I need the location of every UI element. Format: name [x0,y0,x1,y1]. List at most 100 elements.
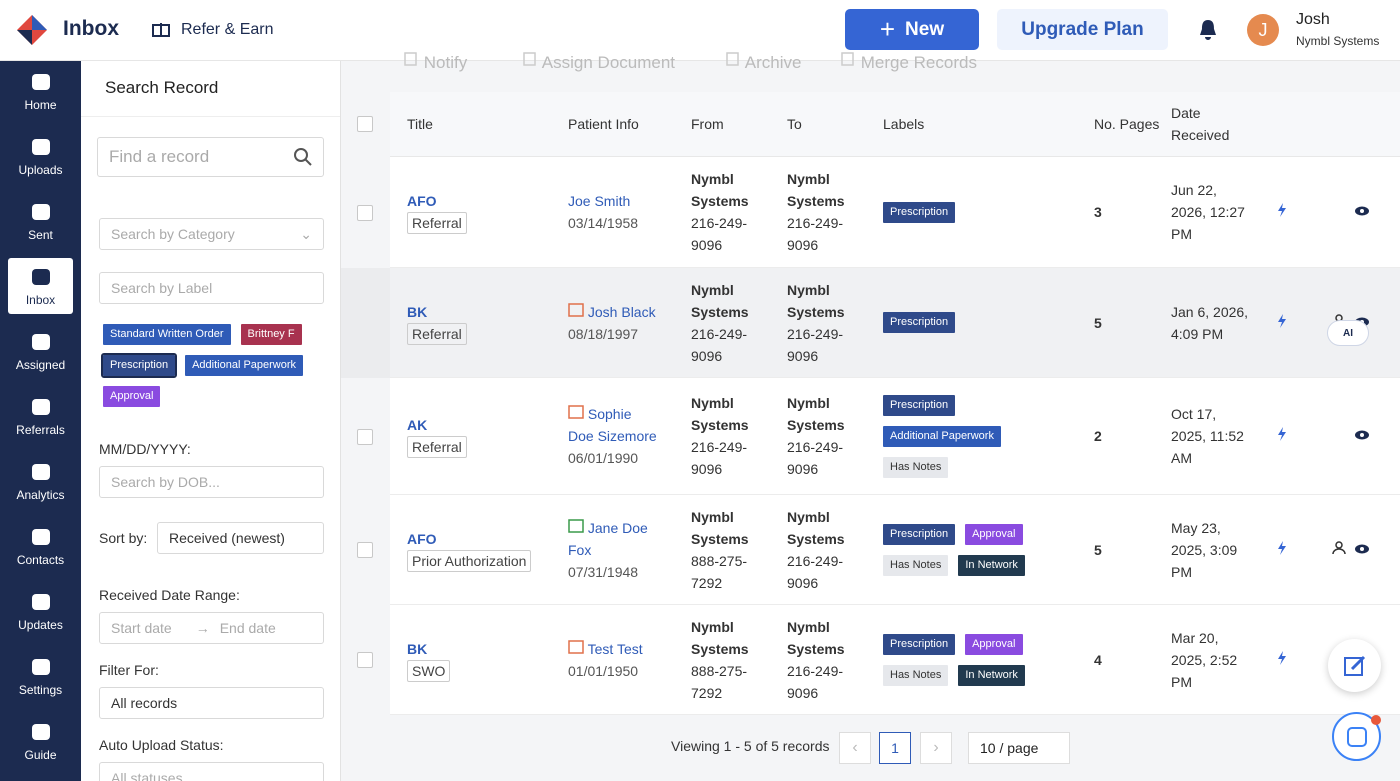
checkbox[interactable] [357,542,373,558]
auto-upload-select[interactable]: All statuses [99,762,324,781]
nav-item[interactable]: Updates [8,583,73,639]
patient-name[interactable]: Sophie Doe Sizemore [568,406,657,444]
bolt-icon[interactable] [1276,539,1288,561]
bolt-icon[interactable] [1276,425,1288,447]
date-range[interactable]: Start date → End date [99,612,324,644]
current-page[interactable]: 1 [879,732,911,764]
filter-for-select[interactable]: All records [99,687,324,719]
ai-chip[interactable]: AI [1327,320,1369,346]
patient-name[interactable]: Jane Doe Fox [568,519,648,558]
viewed-icon[interactable] [1354,201,1370,223]
upgrade-button[interactable]: Upgrade Plan [997,9,1168,50]
checkbox[interactable] [357,428,373,445]
next-page[interactable]: › [920,732,952,764]
search-input[interactable]: Find a record [97,137,324,177]
auto-upload-placeholder: All statuses [111,770,183,781]
nav-item[interactable]: Guide [8,713,73,769]
patient-name-wrap: Joe Smith [568,190,658,212]
page-count: 4 [1094,651,1102,668]
page-count: 5 [1094,541,1102,558]
nav-item[interactable]: Assigned [8,323,73,379]
label-select[interactable]: Search by Label [99,272,324,304]
record-row[interactable]: BK SWO Test Test 01/01/1950 Nymbl Systems 88… [390,605,1400,715]
toolbar-action[interactable]: Merge Records [840,50,977,73]
edit-fab[interactable] [1328,639,1381,692]
label-chip[interactable]: Approval [103,386,161,407]
sort-select[interactable]: Received (newest) [157,522,324,554]
toolbar-label: Notify [423,53,468,72]
user-org: Nymbl Systems [1296,34,1380,48]
label-chip[interactable]: Brittney F [240,324,302,345]
column-header: Date Received [1171,105,1230,143]
refer-link[interactable]: Refer & Earn [181,21,274,38]
labels-cell: Prescription Approval Has Notes In Network [883,523,1094,576]
chat-badge [1371,715,1381,725]
toolbar-action[interactable]: Notify [403,50,467,73]
dob-input[interactable]: Search by DOB... [99,466,324,498]
toolbar-action[interactable]: Archive [725,50,801,73]
nav-item[interactable]: Uploads [8,128,73,184]
patient-cell: Josh Black 08/18/1997 [568,301,691,345]
label-chip[interactable]: Standard Written Order [103,324,231,345]
to-cell: Nymbl Systems 216-249-9096 [787,506,883,594]
prev-page[interactable]: ‹ [839,732,871,764]
search-icon[interactable] [293,147,313,167]
record-row[interactable]: AFO Prior Authorization Jane Doe Fox 07/31… [390,495,1400,605]
toolbar-action[interactable]: Assign Document [522,50,675,73]
icon [523,52,536,66]
nav-item[interactable]: Analytics [8,453,73,509]
date-cell: Jun 22, 2026, 12:27 PM [1171,179,1266,245]
range-label: Received Date Range: [99,587,240,603]
from-text: Nymbl Systems 888-275-7292 [691,616,753,704]
from-cell: Nymbl Systems 216-249-9096 [691,279,787,367]
nav-item[interactable]: Settings [8,648,73,704]
nav-item[interactable]: Sent [8,193,73,249]
category-select[interactable]: Search by Category ⌄ [99,218,324,250]
column-header: Patient Info [568,116,639,132]
icon [1355,544,1369,553]
patient-name[interactable]: Joe Smith [568,193,631,209]
record-type: SWO [407,659,451,682]
nav-item[interactable]: Home [8,63,73,119]
record-row[interactable]: AFO Referral Joe Smith 03/14/1958 Nymbl Syst… [390,157,1400,268]
checkbox[interactable] [357,116,373,132]
page-title: Inbox [63,17,119,40]
viewed-icon[interactable] [1354,425,1370,447]
icon [568,302,584,317]
patient-name[interactable]: Test Test [587,640,643,657]
label-chip[interactable]: Additional Paperwork [185,355,304,376]
avatar[interactable]: J [1247,14,1279,46]
patient-name-wrap: Sophie Doe Sizemore [568,403,658,447]
checkbox[interactable] [357,204,373,221]
labels-cell: Prescription Additional Paperwork Has Note… [883,394,1094,478]
viewed-icon[interactable] [1354,539,1370,561]
divider [81,116,340,117]
from-phone: 216-249-9096 [691,215,748,253]
new-button[interactable]: + New [845,9,979,50]
nav-item[interactable]: Inbox [8,258,73,314]
nav-label: Sent [28,227,53,242]
patient-cell: Joe Smith 03/14/1958 [568,190,691,234]
label-options: Standard Written Order Brittney F Prescrip… [100,324,323,407]
icon [31,528,50,545]
patient-name[interactable]: Josh Black [587,303,656,320]
labels-wrap: Prescription Additional Paperwork Has Note… [883,394,1053,478]
labels-wrap: Prescription [883,201,1053,223]
to-phone: 216-249-9096 [787,325,844,364]
record-row[interactable]: AK Referral Sophie Doe Sizemore 06/01/1990… [390,378,1400,495]
page-size-select[interactable]: 10 / page [968,732,1070,764]
record-code: AFO [407,193,437,209]
checkbox[interactable] [357,652,373,668]
to-name: Nymbl Systems [787,171,845,209]
record-code: BK [407,640,428,657]
record-row[interactable]: BK Referral Josh Black 08/18/1997 Nymbl Sys… [390,268,1400,378]
nav-item[interactable]: Referrals [8,388,73,444]
panel-title: Search Record [105,78,219,97]
bell-icon[interactable] [1198,19,1218,41]
bolt-icon[interactable] [1276,201,1288,223]
bolt-icon[interactable] [1276,649,1288,671]
nav-item[interactable]: Contacts [8,518,73,574]
label-chip[interactable]: Prescription [100,353,178,378]
assignee-icon[interactable] [1332,539,1346,561]
bolt-icon[interactable] [1276,312,1288,334]
